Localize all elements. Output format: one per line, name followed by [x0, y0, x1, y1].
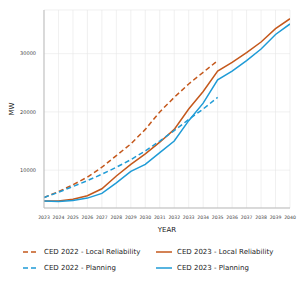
svg-text:2030: 2030 — [139, 215, 151, 220]
svg-text:20000: 20000 — [20, 109, 36, 115]
svg-text:2023: 2023 — [38, 215, 50, 220]
svg-text:2025: 2025 — [67, 215, 79, 220]
svg-text:2024: 2024 — [53, 215, 65, 220]
svg-text:30000: 30000 — [20, 50, 36, 56]
html-text:CED 2022 - Planning: CED 2022 - Planning — [44, 264, 116, 272]
svg-text:MW: MW — [8, 102, 16, 115]
html-text:CED 2023 - Planning: CED 2023 - Planning — [177, 264, 249, 272]
svg-text:2037: 2037 — [241, 215, 253, 220]
html-text:CED 2023 - Local Reliability: CED 2023 - Local Reliability — [177, 248, 274, 256]
svg-text:2032: 2032 — [168, 215, 180, 220]
html-text:CED 2022 - Local Reliability: CED 2022 - Local Reliability — [44, 248, 141, 256]
svg-text:2038: 2038 — [255, 215, 267, 220]
svg-text:2033: 2033 — [183, 215, 195, 220]
svg-text:2031: 2031 — [154, 215, 166, 220]
svg-text:2036: 2036 — [226, 215, 238, 220]
svg-text:2035: 2035 — [212, 215, 224, 220]
svg-text:2026: 2026 — [82, 215, 94, 220]
svg-text:2040: 2040 — [284, 215, 292, 220]
svg-text:2028: 2028 — [111, 215, 123, 220]
svg-text:10000: 10000 — [20, 167, 36, 173]
svg-text:2029: 2029 — [125, 215, 137, 220]
svg-text:2034: 2034 — [197, 215, 209, 220]
svg-text:2039: 2039 — [270, 215, 282, 220]
svg-text:2027: 2027 — [96, 215, 108, 220]
svg-text:YEAR: YEAR — [157, 226, 176, 234]
